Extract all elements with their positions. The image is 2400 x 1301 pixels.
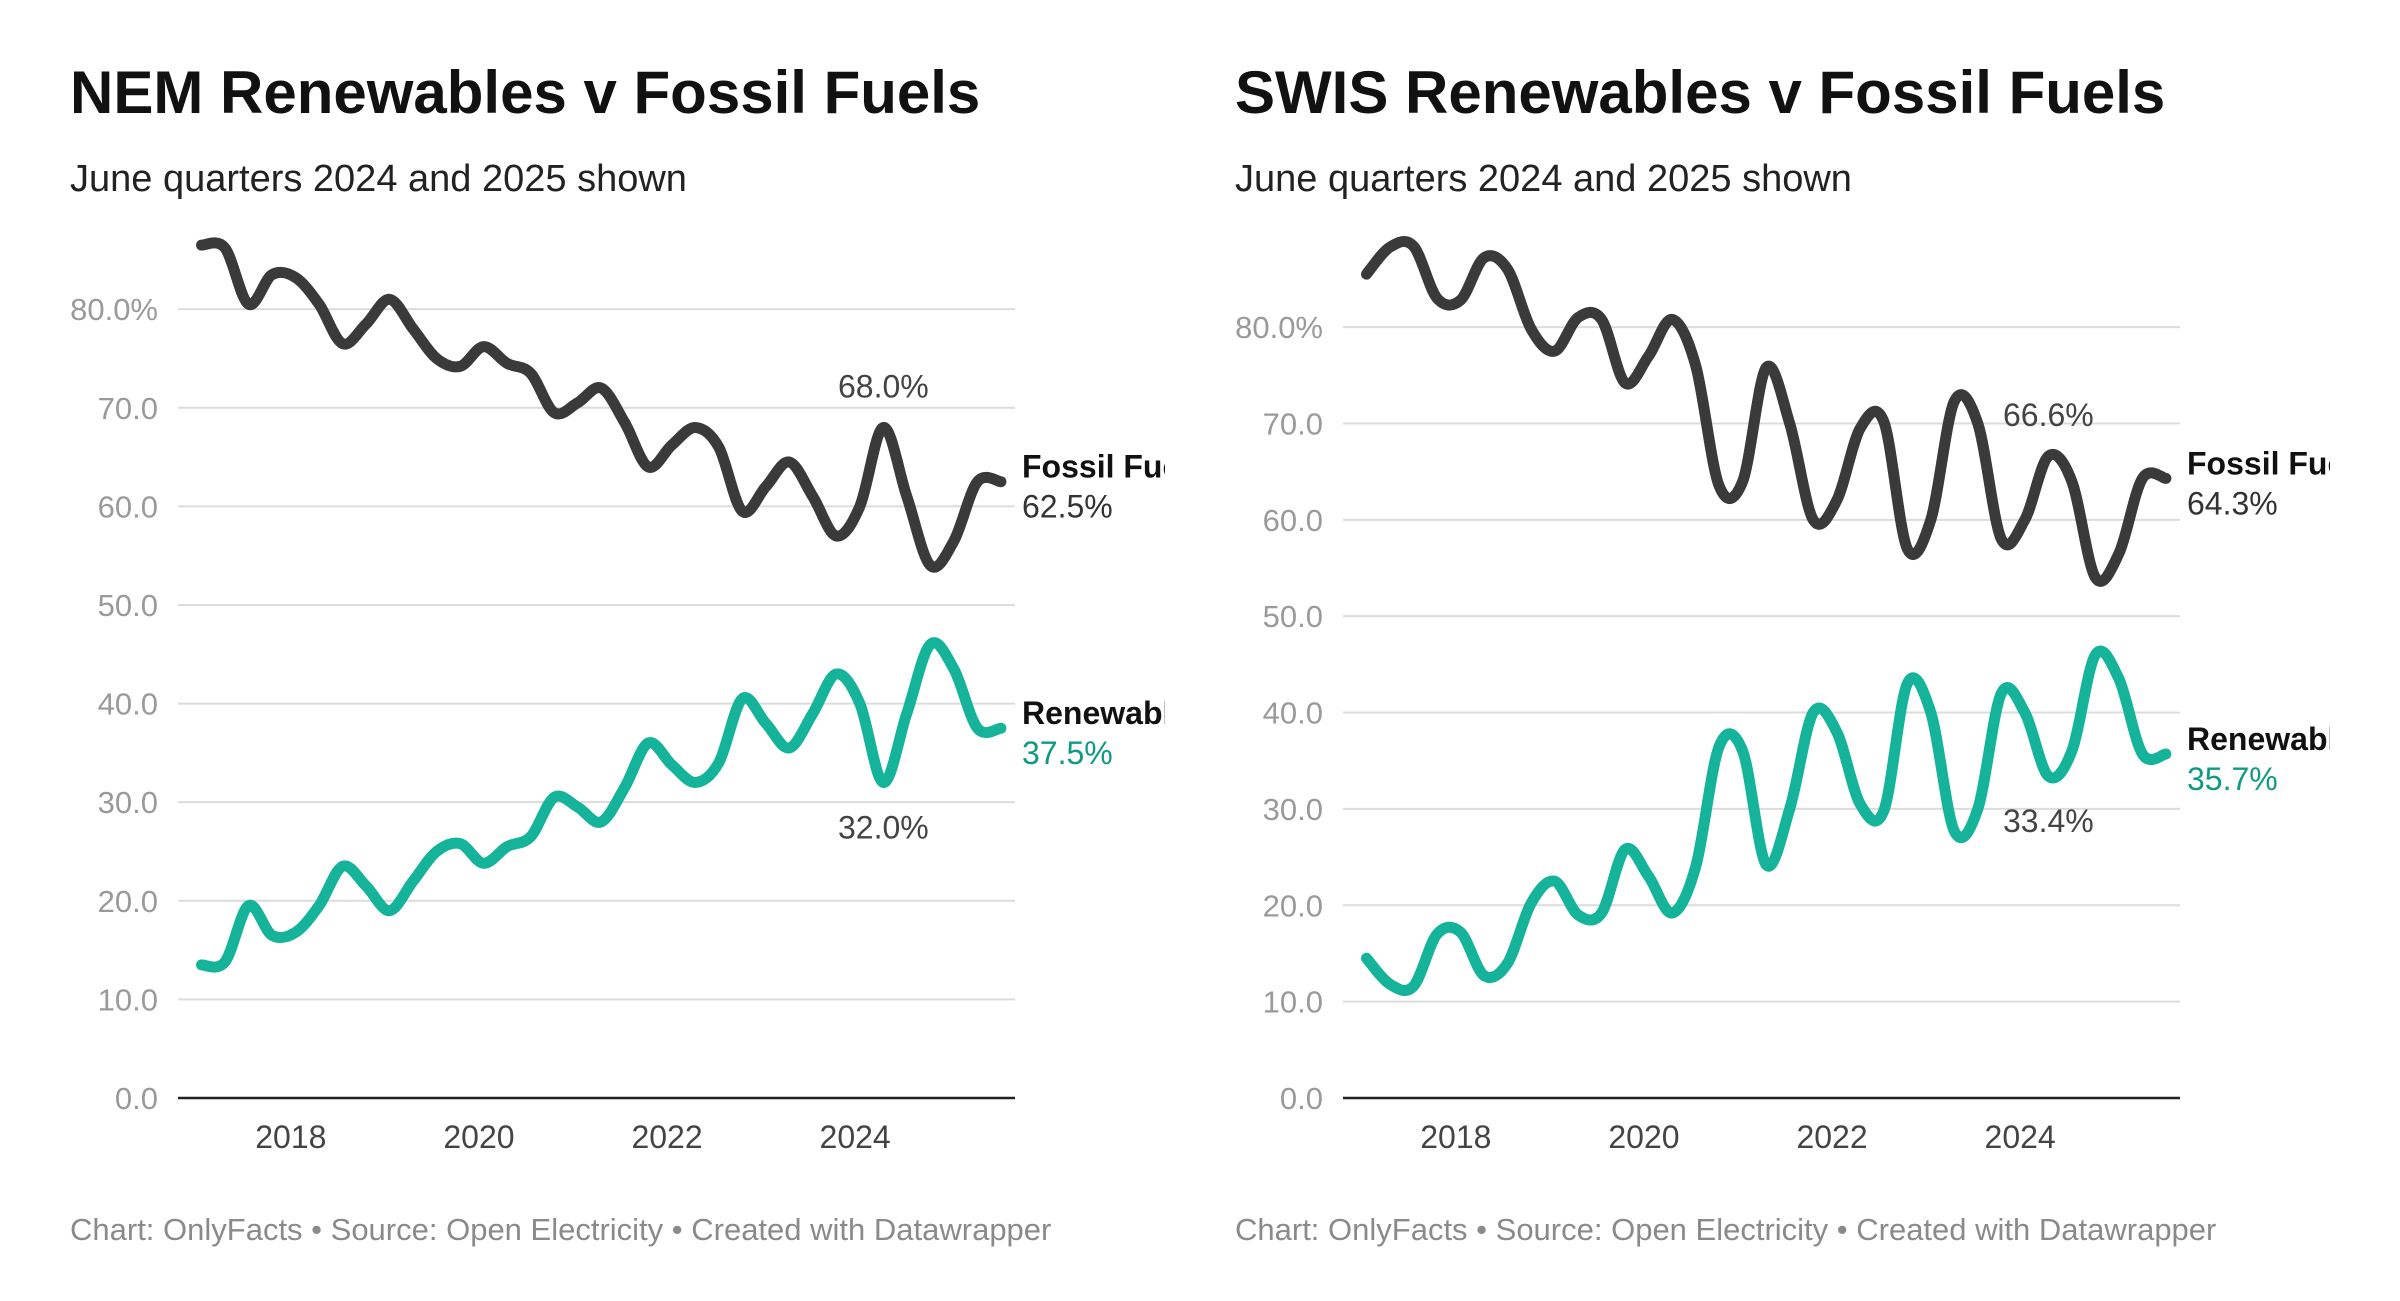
- x-tick-label: 2024: [820, 1119, 891, 1155]
- y-tick-label: 70.0: [1263, 406, 1323, 441]
- y-tick-label: 40.0: [98, 687, 158, 722]
- chart-title: SWIS Renewables v Fossil Fuels: [1235, 59, 2166, 126]
- series-label: Fossil Fuels: [1022, 449, 1165, 485]
- nem-chart-panel: NEM Renewables v Fossil Fuels June quart…: [0, 0, 1165, 1301]
- series-end-value: 35.7%: [2187, 761, 2278, 797]
- y-tick-label: 30.0: [98, 785, 158, 820]
- y-tick-label: 50.0: [1263, 599, 1323, 634]
- x-tick-label: 2020: [443, 1119, 514, 1155]
- swis-line-chart: 80.0% 70.0 60.0 50.0 40.0 30.0 20.0 10.0 0.0 2018…: [1235, 235, 2330, 1155]
- data-annotation: 33.4%: [2003, 803, 2094, 839]
- y-tick-label: 20.0: [1263, 888, 1323, 923]
- y-tick-label: 80.0%: [70, 292, 158, 327]
- series-label: Renewables: [2187, 721, 2330, 757]
- y-tick-label: 10.0: [1263, 985, 1323, 1020]
- chart-title: NEM Renewables v Fossil Fuels: [70, 59, 981, 126]
- y-tick-label: 60.0: [1263, 503, 1323, 538]
- x-tick-label: 2018: [1420, 1119, 1491, 1155]
- chart-subtitle: June quarters 2024 and 2025 shown: [70, 158, 687, 200]
- y-tick-label: 40.0: [1263, 696, 1323, 731]
- chart-footer: Chart: OnlyFacts • Source: Open Electric…: [70, 1212, 1052, 1247]
- y-tick-label: 60.0: [98, 489, 158, 524]
- data-annotation: 66.6%: [2003, 397, 2094, 433]
- series-line-fossil-fuels: [1361, 235, 2172, 587]
- data-annotation: 68.0%: [838, 368, 929, 404]
- y-tick-label: 80.0%: [1235, 310, 1323, 345]
- chart-subtitle: June quarters 2024 and 2025 shown: [1235, 158, 1852, 200]
- y-tick-label: 30.0: [1263, 792, 1323, 827]
- series-end-value: 62.5%: [1022, 489, 1113, 525]
- series-line-renewables: [196, 637, 1007, 973]
- chart-footer: Chart: OnlyFacts • Source: Open Electric…: [1235, 1212, 2217, 1247]
- series-end-value: 64.3%: [2187, 485, 2278, 521]
- x-tick-label: 2024: [1985, 1119, 2056, 1155]
- y-tick-label: 20.0: [98, 884, 158, 919]
- y-tick-label: 0.0: [115, 1081, 158, 1116]
- x-tick-label: 2020: [1608, 1119, 1679, 1155]
- y-tick-label: 10.0: [98, 982, 158, 1017]
- series-line-renewables: [1361, 645, 2172, 996]
- series-line-fossil-fuels: [196, 237, 1007, 573]
- y-tick-label: 50.0: [98, 588, 158, 623]
- y-tick-label: 70.0: [98, 391, 158, 426]
- series-end-value: 37.5%: [1022, 735, 1113, 771]
- x-tick-label: 2022: [1796, 1119, 1867, 1155]
- x-tick-label: 2022: [631, 1119, 702, 1155]
- series-label: Fossil Fuels: [2187, 445, 2330, 481]
- swis-chart-panel: SWIS Renewables v Fossil Fuels June quar…: [1165, 0, 2330, 1301]
- nem-line-chart: 80.0% 70.0 60.0 50.0 40.0 30.0 20.0 10.0 0.0 2018…: [70, 237, 1165, 1155]
- data-annotation: 32.0%: [838, 809, 929, 845]
- y-tick-label: 0.0: [1280, 1081, 1323, 1116]
- x-tick-label: 2018: [255, 1119, 326, 1155]
- series-label: Renewables: [1022, 695, 1165, 731]
